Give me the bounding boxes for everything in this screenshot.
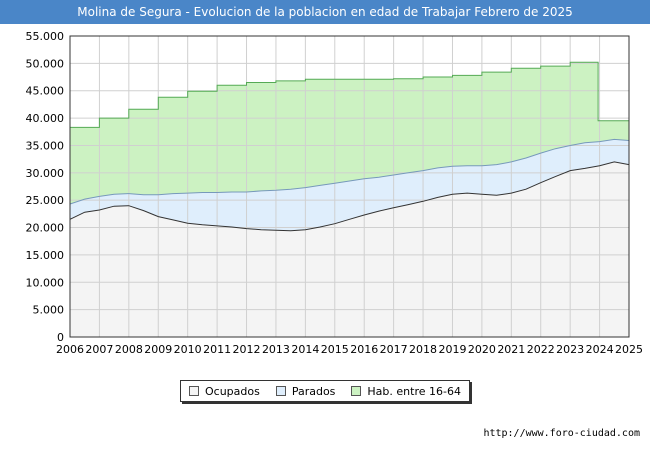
x-tick-label: 2014 [291, 343, 319, 354]
line-hab-entre-16-64 [70, 61, 629, 128]
legend-swatch-ocupados [188, 386, 199, 396]
x-tick-label: 2010 [174, 343, 202, 354]
legend-label-ocupados: Ocupados [204, 384, 260, 398]
line-ocupados [69, 161, 630, 232]
y-tick-label: 40.000 [26, 112, 65, 125]
x-tick-label: 2024 [586, 343, 614, 354]
y-tick-label: 25.000 [26, 194, 65, 207]
x-tick-label: 2007 [85, 343, 113, 354]
x-tick-label: 2019 [438, 343, 466, 354]
legend-swatch-habitantes [351, 386, 362, 396]
x-tick-label: 2013 [262, 343, 290, 354]
legend-item-ocupados: Ocupados [188, 384, 260, 398]
x-tick-label: 2022 [527, 343, 555, 354]
y-tick-label: 35.000 [26, 139, 65, 152]
y-tick-label: 0 [57, 331, 64, 344]
legend-label-habitantes: Hab. entre 16-64 [367, 384, 461, 398]
y-tick-label: 10.000 [26, 276, 65, 289]
x-tick-label: 2021 [497, 343, 525, 354]
x-tick-label: 2006 [56, 343, 84, 354]
y-tick-label: 55.000 [26, 30, 65, 43]
plot-frame [69, 35, 630, 338]
x-tick-label: 2016 [350, 343, 378, 354]
chart-title: Molina de Segura - Evolucion de la pobla… [0, 0, 650, 24]
y-tick-label: 30.000 [26, 167, 65, 180]
x-tick-label: 2023 [556, 343, 584, 354]
source-url[interactable]: http://www.foro-ciudad.com [483, 428, 640, 439]
legend-item-parados: Parados [275, 384, 336, 398]
x-tick-label: 2025 [615, 343, 643, 354]
x-tick-label: 2012 [233, 343, 261, 354]
x-tick-label: 2011 [203, 343, 231, 354]
legend-swatch-parados [275, 386, 286, 396]
legend: Ocupados Parados Hab. entre 16-64 [180, 380, 470, 402]
x-tick-label: 2009 [144, 343, 172, 354]
y-tick-label: 45.000 [26, 85, 65, 98]
x-tick-label: 2020 [468, 343, 496, 354]
line-parados [69, 138, 630, 205]
y-tick-label: 50.000 [26, 57, 65, 70]
legend-item-habitantes: Hab. entre 16-64 [351, 385, 461, 398]
x-tick-label: 2015 [321, 343, 349, 354]
y-tick-label: 5.000 [33, 304, 65, 317]
x-tick-label: 2008 [115, 343, 143, 354]
y-tick-label: 15.000 [26, 249, 65, 262]
legend-label-parados: Parados [291, 384, 336, 398]
area-ocupados [70, 161, 629, 337]
x-tick-label: 2017 [380, 343, 408, 354]
chart-canvas: FORO-CIUDAD.COM05.00010.00015.00020.0002… [26, 30, 644, 354]
x-tick-label: 2018 [409, 343, 437, 354]
y-tick-label: 20.000 [26, 222, 65, 235]
